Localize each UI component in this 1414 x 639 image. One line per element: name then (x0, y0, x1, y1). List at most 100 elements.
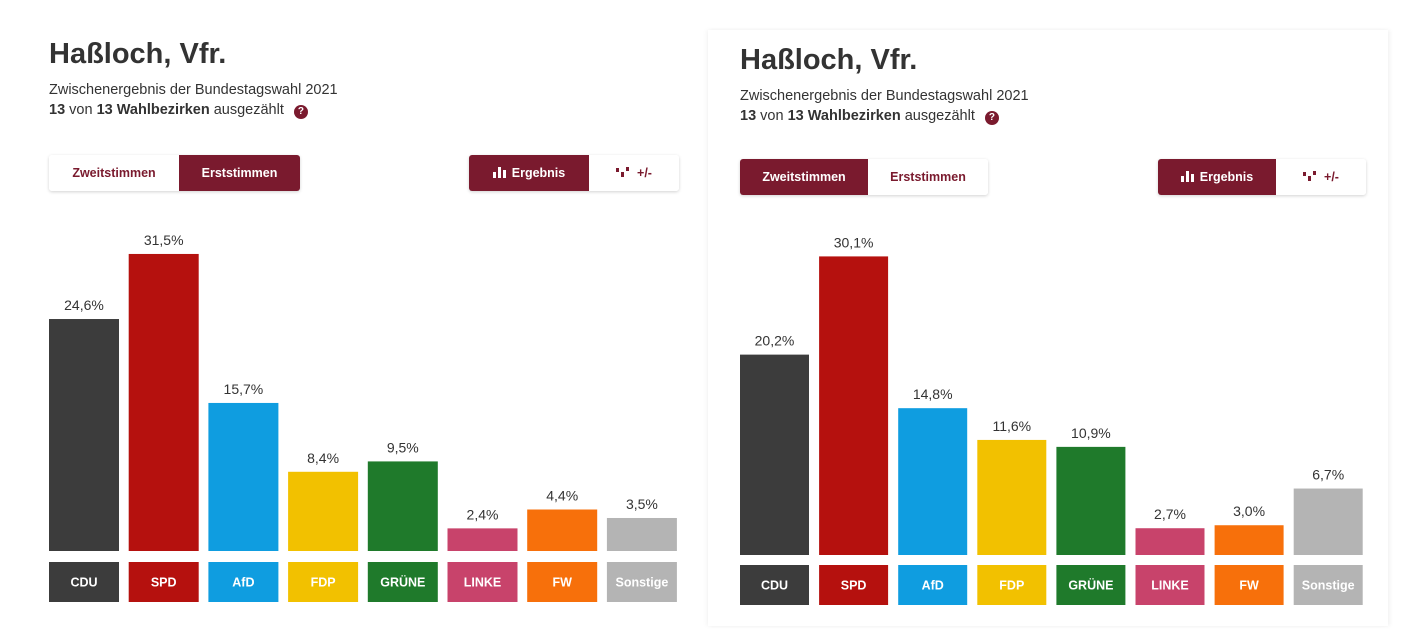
value-label-sonstige: 6,7% (1312, 467, 1344, 483)
party-label-cdu: CDU (70, 576, 97, 590)
value-label-sonstige: 3,5% (626, 496, 658, 512)
page-title: Haßloch, Vfr. (740, 44, 918, 76)
party-box-gruene[interactable] (367, 562, 438, 602)
counting-progress: 13 von 13 Wahlbezirken ausgezählt ? (49, 102, 308, 119)
party-label-fw: FW (1239, 579, 1259, 593)
party-box-fdp[interactable] (977, 565, 1047, 605)
tab-ergebnis-label: Ergebnis (1199, 170, 1254, 184)
value-label-cdu: 20,2% (755, 333, 795, 349)
view-toggle: Ergebnis +/- (469, 155, 679, 191)
suffix-word: ausgezählt (213, 102, 284, 118)
bar-cdu[interactable] (49, 319, 119, 551)
tab-diff-label: +/- (637, 166, 652, 180)
party-box-spd[interactable] (819, 565, 889, 605)
value-label-fdp: 8,4% (307, 450, 339, 466)
help-icon[interactable]: ? (984, 111, 999, 125)
party-label-sonstige: Sonstige (1302, 579, 1355, 593)
value-label-spd: 31,5% (144, 232, 184, 248)
tab-erststimmen[interactable]: Erststimmen (179, 155, 300, 191)
bar-chart-icon (1180, 171, 1194, 182)
party-box-gruene[interactable] (1056, 565, 1126, 605)
party-box-fdp[interactable] (288, 562, 359, 602)
party-box-sonstige[interactable] (606, 562, 677, 602)
value-label-fw: 3,0% (1233, 503, 1265, 519)
bar-spd[interactable] (128, 253, 199, 551)
bar-chart-right: 20,2% CDU 30,1% SPD 14,8% AfD 11,6% FDP 10,9% GRÜ… (740, 234, 1363, 605)
tab-ergebnis[interactable]: Ergebnis (469, 155, 589, 191)
bar-gruene[interactable] (1056, 446, 1126, 555)
value-label-linke: 2,7% (1154, 506, 1186, 522)
bar-gruene[interactable] (367, 461, 438, 551)
von-word: von (69, 102, 93, 118)
bar-chart-left: 24,6% CDU 31,5% SPD 15,7% AfD 8,4% FDP 9,5% GRÜNE… (49, 232, 677, 602)
bar-spd[interactable] (819, 256, 889, 555)
party-box-sonstige[interactable] (1293, 565, 1363, 605)
party-label-linke: LINKE (1151, 579, 1189, 593)
bar-sonstige[interactable] (606, 517, 677, 551)
view-toggle: Ergebnis +/- (1158, 159, 1366, 195)
election-subtitle: Zwischenergebnis der Bundestagswahl 2021 (740, 88, 1029, 104)
value-label-gruene: 9,5% (387, 439, 419, 455)
party-label-gruene: GRÜNE (1068, 578, 1113, 593)
tab-ergebnis[interactable]: Ergebnis (1158, 159, 1276, 195)
value-label-linke: 2,4% (467, 506, 499, 522)
vote-type-toggle: Zweitstimmen Erststimmen (49, 155, 300, 191)
party-label-spd: SPD (151, 576, 177, 590)
bar-linke[interactable] (1135, 528, 1205, 555)
bar-fw[interactable] (527, 509, 598, 551)
total-count: 13 (787, 108, 804, 124)
help-icon[interactable]: ? (293, 105, 308, 119)
party-box-fw[interactable] (527, 562, 598, 602)
total-count: 13 (96, 102, 113, 118)
diff-chart-icon (616, 167, 630, 178)
bar-chart-icon (492, 167, 506, 178)
bar-fw[interactable] (1214, 525, 1284, 555)
party-box-cdu[interactable] (740, 565, 809, 605)
counted-count: 13 (740, 108, 757, 124)
bar-fdp[interactable] (977, 439, 1047, 555)
bar-afd[interactable] (208, 402, 279, 551)
party-label-fw: FW (552, 576, 572, 590)
value-label-fw: 4,4% (546, 488, 578, 504)
value-label-afd: 15,7% (224, 381, 264, 397)
party-box-afd[interactable] (208, 562, 279, 602)
value-label-fdp: 11,6% (992, 418, 1031, 434)
party-box-linke[interactable] (1135, 565, 1205, 605)
party-label-cdu: CDU (761, 579, 788, 593)
party-label-sonstige: Sonstige (616, 576, 669, 590)
party-label-afd: AfD (922, 579, 944, 593)
tab-diff[interactable]: +/- (589, 155, 679, 191)
bar-linke[interactable] (447, 528, 518, 551)
unit-word: Wahlbezirken (116, 102, 210, 118)
bar-afd[interactable] (898, 408, 968, 555)
counted-count: 13 (49, 102, 66, 118)
tab-diff[interactable]: +/- (1276, 159, 1366, 195)
page-title: Haßloch, Vfr. (49, 38, 227, 70)
party-box-fw[interactable] (1214, 565, 1284, 605)
bar-sonstige[interactable] (1293, 488, 1363, 555)
tab-erststimmen[interactable]: Erststimmen (868, 159, 988, 195)
bar-cdu[interactable] (740, 354, 809, 555)
party-box-cdu[interactable] (49, 562, 119, 602)
tab-zweitstimmen[interactable]: Zweitstimmen (49, 155, 179, 191)
tab-diff-label: +/- (1324, 170, 1339, 184)
counting-progress: 13 von 13 Wahlbezirken ausgezählt ? (740, 108, 999, 125)
election-subtitle: Zwischenergebnis der Bundestagswahl 2021 (49, 82, 338, 98)
value-label-gruene: 10,9% (1071, 425, 1111, 441)
party-label-spd: SPD (841, 579, 867, 593)
party-box-spd[interactable] (128, 562, 199, 602)
party-box-linke[interactable] (447, 562, 518, 602)
value-label-afd: 14,8% (913, 386, 953, 402)
diff-chart-icon (1303, 171, 1317, 182)
party-box-afd[interactable] (898, 565, 968, 605)
bar-fdp[interactable] (288, 471, 359, 551)
unit-word: Wahlbezirken (807, 108, 901, 124)
vote-type-toggle: Zweitstimmen Erststimmen (740, 159, 988, 195)
party-label-fdp: FDP (311, 576, 336, 590)
party-label-afd: AfD (232, 576, 254, 590)
suffix-word: ausgezählt (904, 108, 975, 124)
von-word: von (760, 108, 784, 124)
party-label-linke: LINKE (464, 576, 502, 590)
value-label-cdu: 24,6% (64, 297, 104, 313)
tab-zweitstimmen[interactable]: Zweitstimmen (740, 159, 868, 195)
